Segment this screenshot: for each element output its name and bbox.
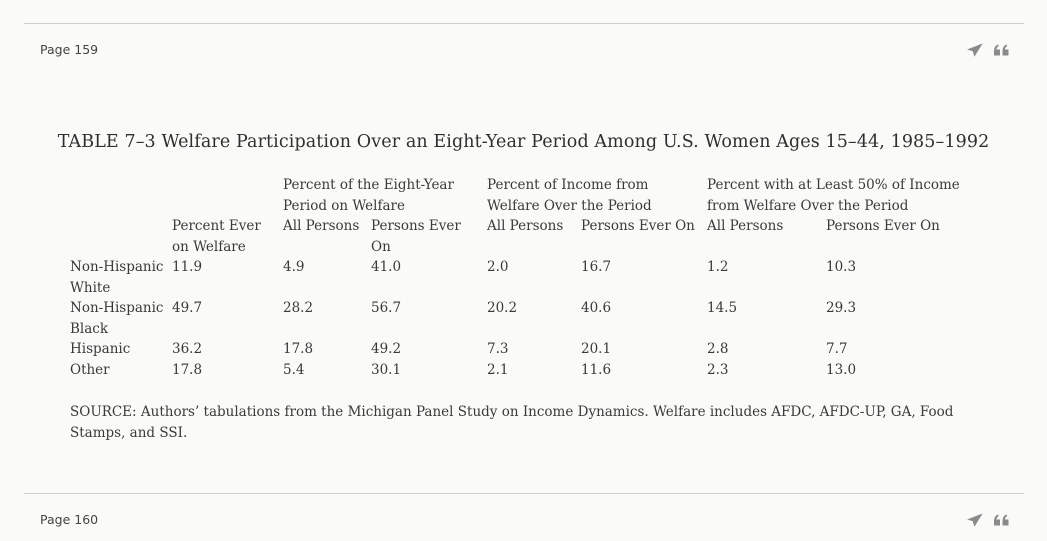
table-cell: 7.3 xyxy=(487,341,509,357)
table-cell: 41.0 xyxy=(371,259,402,275)
page-160-actions xyxy=(967,513,1009,527)
table-cell: 28.2 xyxy=(283,300,314,316)
quote-icon[interactable] xyxy=(993,43,1009,57)
table-cell: 13.0 xyxy=(826,361,857,378)
share-icon[interactable] xyxy=(967,513,983,527)
table-source-note: SOURCE: Authors’ tabulations from the Mi… xyxy=(70,404,954,441)
table-cell: 4.9 xyxy=(283,259,305,275)
column-header: Percent Ever on Welfare xyxy=(172,218,261,255)
row-label: Hispanic xyxy=(70,341,131,357)
table-row: Non-Hispanic White 11.9 4.9 41.0 2.0 16.… xyxy=(66,257,982,298)
table-cell: 30.1 xyxy=(371,361,402,378)
table-cell: 1.2 xyxy=(707,259,729,275)
table-cell: 40.6 xyxy=(581,300,612,316)
table-cell: 17.8 xyxy=(283,341,314,357)
group-header-half-income: Percent with at Least 50% of Income from… xyxy=(707,177,960,214)
table-title: TABLE 7–3 Welfare Participation Over an … xyxy=(57,132,990,152)
column-header: All Persons xyxy=(487,218,564,234)
column-header: Persons Ever On xyxy=(581,218,695,234)
table-cell: 5.4 xyxy=(283,361,305,378)
page-number-159: Page 159 xyxy=(40,42,99,57)
table-cell: 16.7 xyxy=(581,259,612,275)
table-row: Other 17.8 5.4 30.1 2.1 11.6 2.3 13.0 xyxy=(66,360,982,381)
page-159-actions xyxy=(967,43,1009,57)
page-number-160: Page 160 xyxy=(40,512,99,527)
table-cell: 49.7 xyxy=(172,300,203,316)
table-cell: 11.6 xyxy=(581,361,612,378)
table-row: Non-Hispanic Black 49.7 28.2 56.7 20.2 4… xyxy=(66,298,982,339)
column-header: All Persons xyxy=(283,218,360,234)
row-label: Non-Hispanic Black xyxy=(70,300,164,337)
top-divider xyxy=(24,23,1024,24)
quote-icon[interactable] xyxy=(993,513,1009,527)
column-header: Persons Ever On xyxy=(826,218,940,234)
table-cell: 17.8 xyxy=(172,361,203,378)
welfare-table: Percent of the Eight-Year Period on Welf… xyxy=(66,175,982,380)
bottom-divider xyxy=(24,493,1024,494)
table-cell: 29.3 xyxy=(826,300,857,316)
table-cell: 36.2 xyxy=(172,341,203,357)
share-icon[interactable] xyxy=(967,43,983,57)
table-cell: 20.2 xyxy=(487,300,518,316)
table-cell: 7.7 xyxy=(826,341,848,357)
table-cell: 2.8 xyxy=(707,341,729,357)
table-cell: 10.3 xyxy=(826,259,857,275)
column-header: Persons Ever On xyxy=(371,218,461,255)
table-sub-header-row: Percent Ever on Welfare All Persons Pers… xyxy=(66,216,982,257)
table-cell: 20.1 xyxy=(581,341,612,357)
row-label: Non-Hispanic White xyxy=(70,259,164,296)
table-cell: 2.0 xyxy=(487,259,509,275)
table-cell: 49.2 xyxy=(371,341,402,357)
column-header: All Persons xyxy=(707,218,784,234)
table-cell: 14.5 xyxy=(707,300,738,316)
group-header-time-on-welfare: Percent of the Eight-Year Period on Welf… xyxy=(283,177,454,214)
table-cell: 2.1 xyxy=(487,361,509,378)
table-cell: 11.9 xyxy=(172,259,203,275)
group-header-income-from-welfare: Percent of Income from Welfare Over the … xyxy=(487,177,652,214)
table-row: Hispanic 36.2 17.8 49.2 7.3 20.1 2.8 7.7 xyxy=(66,339,982,360)
table-group-header-row: Percent of the Eight-Year Period on Welf… xyxy=(66,175,982,216)
table-cell: 2.3 xyxy=(707,361,729,378)
row-label: Other xyxy=(70,361,110,378)
table-cell: 56.7 xyxy=(371,300,402,316)
